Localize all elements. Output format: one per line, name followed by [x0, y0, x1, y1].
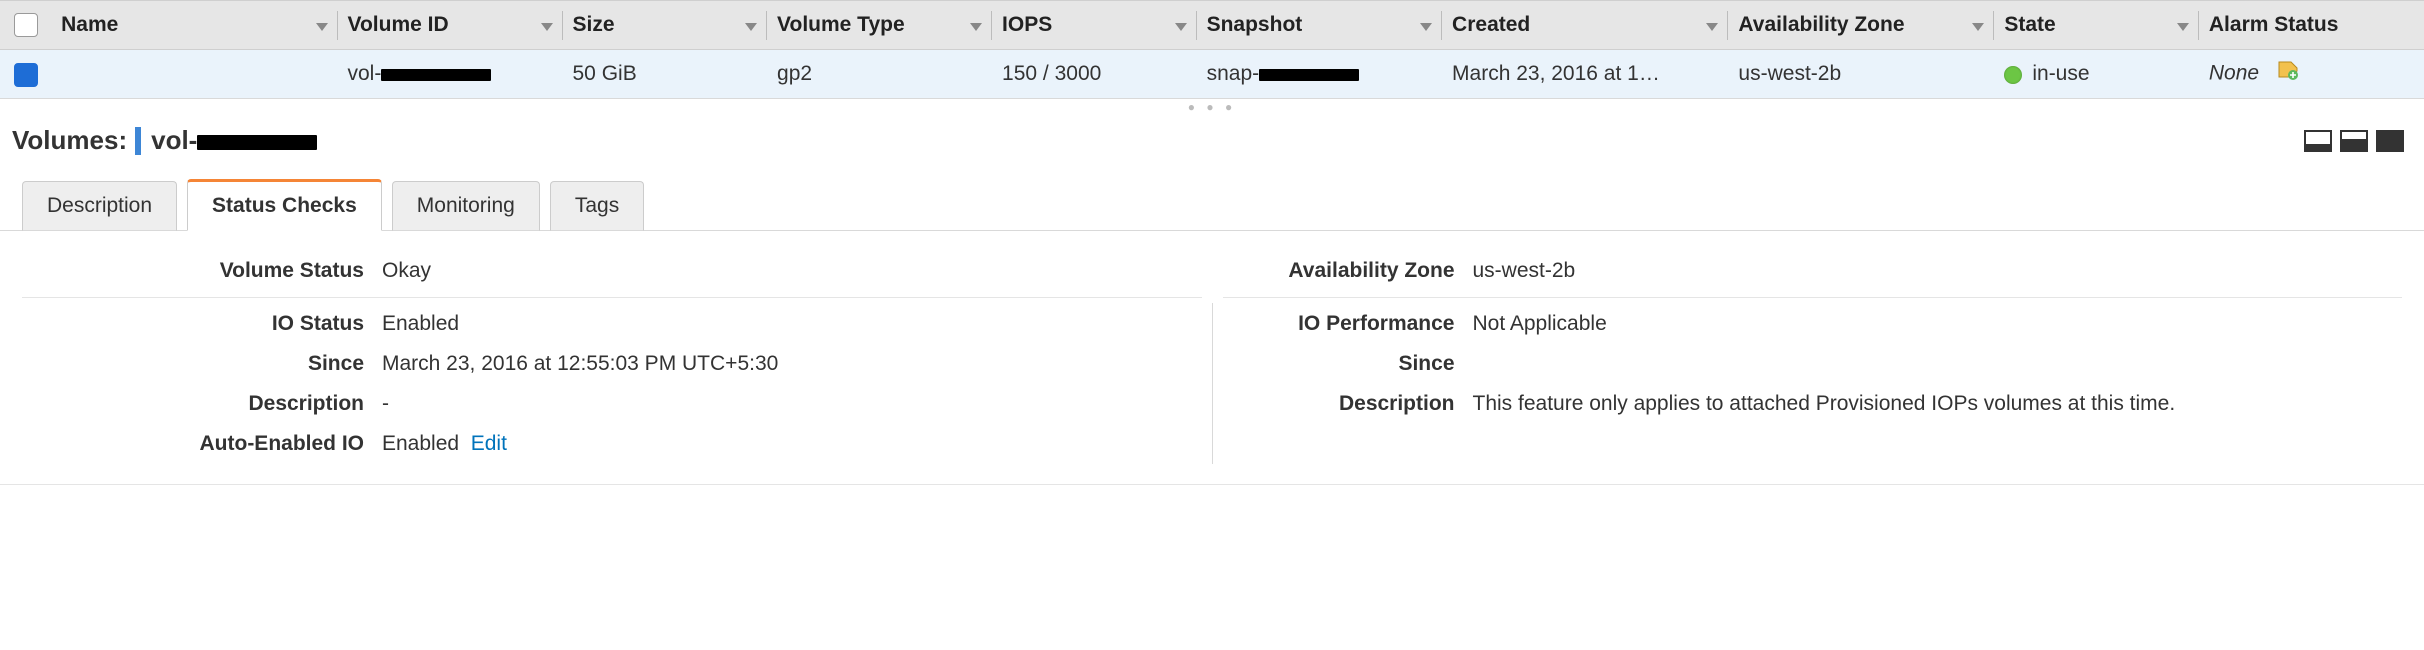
chevron-down-icon [1972, 13, 1984, 37]
value-since: March 23, 2016 at 12:55:03 PM UTC+5:30 [382, 352, 1202, 376]
status-right-column: Availability Zone us-west-2b IO Performa… [1223, 251, 2403, 464]
tab-description[interactable]: Description [22, 181, 177, 231]
tab-tags[interactable]: Tags [550, 181, 644, 231]
cell-size: 50 GiB [563, 50, 768, 99]
col-iops[interactable]: IOPS [992, 1, 1197, 50]
table-row[interactable]: vol- 50 GiB gp2 150 / 3000 snap- March 2… [0, 50, 2424, 99]
chevron-down-icon [541, 13, 553, 37]
col-volume-type[interactable]: Volume Type [767, 1, 992, 50]
tab-status-checks[interactable]: Status Checks [187, 179, 382, 231]
status-checks-panel: Volume Status Okay IO Status Enabled Sin… [0, 231, 2424, 485]
table-header-row: Name Volume ID Size Volume Type IOPS Sna… [0, 1, 2424, 50]
col-created-label: Created [1452, 13, 1530, 36]
alarm-text: None [2209, 62, 2259, 85]
cell-iops: 150 / 3000 [992, 50, 1197, 99]
value-auto-enabled-io: Enabled Edit [382, 432, 1202, 456]
cell-name [51, 50, 337, 99]
chevron-down-icon [970, 13, 982, 37]
detail-title: Volumes: vol- [12, 125, 317, 156]
col-alarm[interactable]: Alarm Status [2199, 1, 2424, 50]
col-name[interactable]: Name [51, 1, 337, 50]
add-alarm-icon[interactable] [2277, 60, 2299, 88]
value-az: us-west-2b [1473, 259, 2403, 283]
label-az: Availability Zone [1223, 259, 1473, 283]
col-snapshot[interactable]: Snapshot [1197, 1, 1442, 50]
value-since-right [1473, 352, 2403, 376]
column-divider [1212, 303, 1213, 464]
layout-split-small-icon[interactable] [2304, 130, 2332, 152]
select-all-header[interactable] [0, 1, 51, 50]
value-io-status: Enabled [382, 312, 1202, 336]
col-size[interactable]: Size [563, 1, 768, 50]
col-snapshot-label: Snapshot [1207, 13, 1303, 36]
layout-mode-switch [2304, 130, 2404, 152]
chevron-down-icon [316, 13, 328, 37]
label-auto-enabled-io: Auto-Enabled IO [22, 432, 382, 456]
snapshot-redacted [1259, 69, 1359, 81]
cell-created: March 23, 2016 at 1… [1442, 50, 1728, 99]
row-checkbox[interactable] [14, 63, 38, 87]
cell-alarm: None [2199, 50, 2424, 99]
col-volume-id[interactable]: Volume ID [338, 1, 563, 50]
state-text: in-use [2032, 62, 2089, 85]
cell-snapshot: snap- [1197, 50, 1442, 99]
col-name-label: Name [61, 13, 118, 36]
status-left-column: Volume Status Okay IO Status Enabled Sin… [22, 251, 1202, 464]
detail-title-label: Volumes: [12, 125, 127, 156]
layout-full-icon[interactable] [2376, 130, 2404, 152]
value-description-right: This feature only applies to attached Pr… [1473, 392, 2403, 416]
col-az[interactable]: Availability Zone [1728, 1, 1994, 50]
chevron-down-icon [2177, 13, 2189, 37]
value-volume-status: Okay [382, 259, 1202, 283]
col-state-label: State [2004, 13, 2055, 36]
tab-monitoring[interactable]: Monitoring [392, 181, 540, 231]
text-cursor-icon [135, 127, 141, 155]
detail-id-redacted [197, 135, 317, 149]
col-alarm-label: Alarm Status [2209, 13, 2339, 36]
pane-resize-handle[interactable]: ● ● ● [0, 99, 2424, 115]
col-state[interactable]: State [1994, 1, 2199, 50]
label-description-right: Description [1223, 392, 1473, 416]
col-volume-id-label: Volume ID [348, 13, 449, 36]
auto-enabled-text: Enabled [382, 432, 459, 455]
layout-split-large-icon[interactable] [2340, 130, 2368, 152]
label-io-status: IO Status [22, 312, 382, 336]
col-iops-label: IOPS [1002, 13, 1052, 36]
label-io-performance: IO Performance [1223, 312, 1473, 336]
chevron-down-icon [745, 13, 757, 37]
detail-volume-id: vol- [151, 125, 317, 156]
detail-tabs: Description Status Checks Monitoring Tag… [0, 160, 2424, 231]
col-az-label: Availability Zone [1738, 13, 1904, 36]
chevron-down-icon [1706, 13, 1718, 37]
chevron-down-icon [1175, 13, 1187, 37]
state-dot-icon [2004, 66, 2022, 84]
cell-volume-type: gp2 [767, 50, 992, 99]
volumes-table: Name Volume ID Size Volume Type IOPS Sna… [0, 0, 2424, 99]
value-description: - [382, 392, 1202, 416]
label-since-right: Since [1223, 352, 1473, 376]
edit-auto-enabled-link[interactable]: Edit [471, 432, 507, 455]
volume-id-redacted [381, 69, 491, 81]
cell-state: in-use [1994, 50, 2199, 99]
col-size-label: Size [573, 13, 615, 36]
volume-id-prefix: vol- [348, 62, 382, 85]
label-volume-status: Volume Status [22, 259, 382, 283]
cell-az: us-west-2b [1728, 50, 1994, 99]
detail-header: Volumes: vol- [0, 115, 2424, 160]
chevron-down-icon [1420, 13, 1432, 37]
col-volume-type-label: Volume Type [777, 13, 905, 36]
value-io-performance: Not Applicable [1473, 312, 2403, 336]
col-created[interactable]: Created [1442, 1, 1728, 50]
snapshot-prefix: snap- [1207, 62, 1260, 85]
label-description: Description [22, 392, 382, 416]
select-all-checkbox[interactable] [14, 13, 38, 37]
cell-volume-id: vol- [338, 50, 563, 99]
label-since: Since [22, 352, 382, 376]
